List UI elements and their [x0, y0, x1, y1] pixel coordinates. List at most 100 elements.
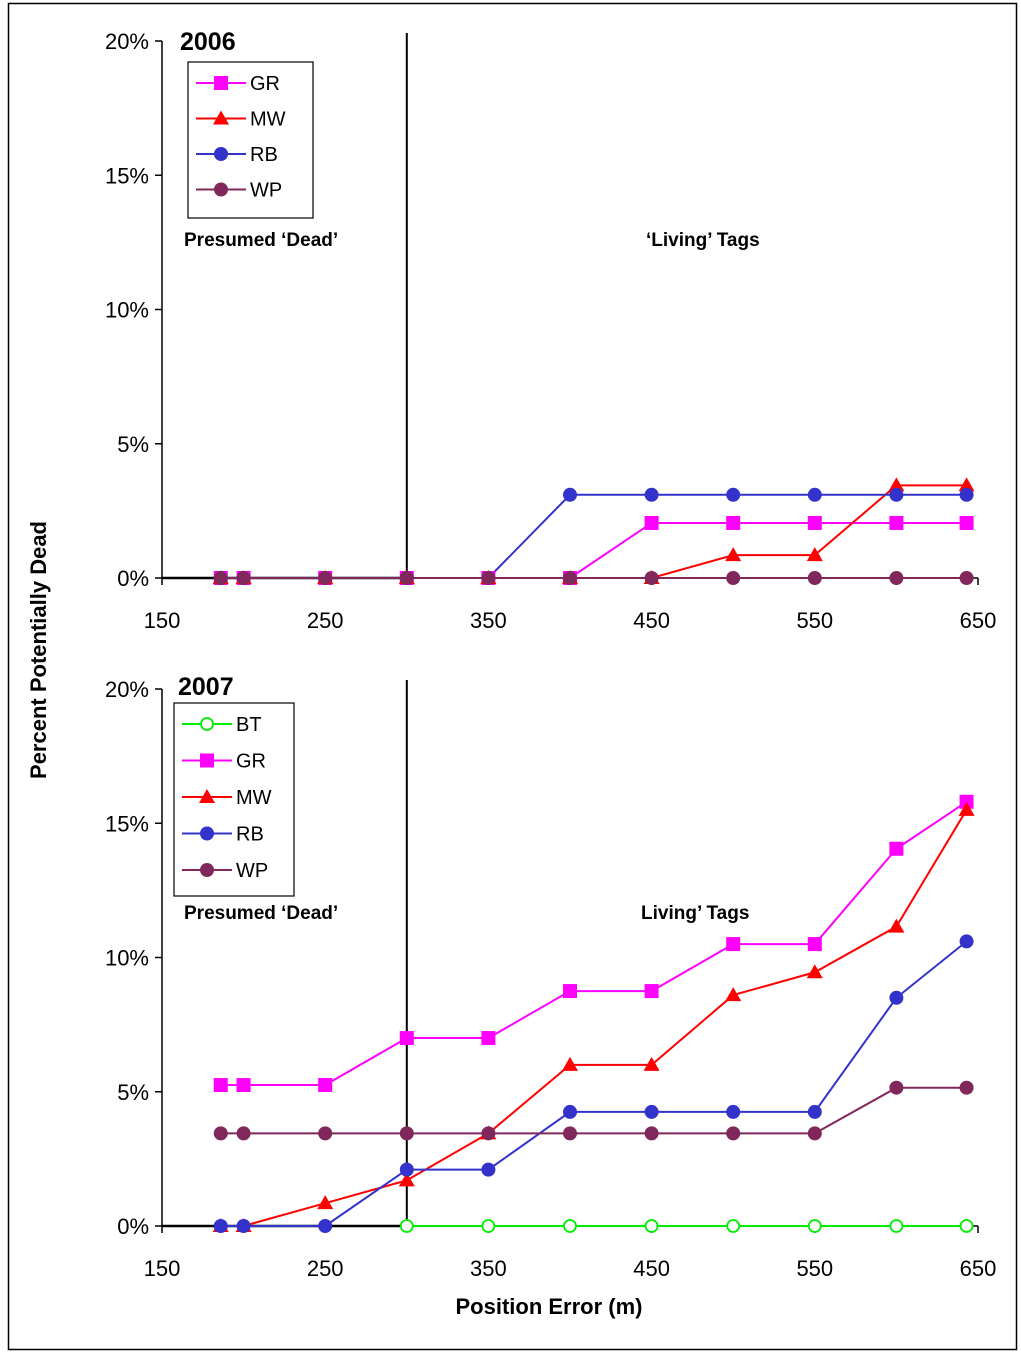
data-point-wp — [563, 1126, 577, 1141]
data-point-wp — [726, 1126, 741, 1141]
dead-region-label: Presumed ‘Dead’ — [184, 903, 338, 924]
data-point-gr — [213, 1078, 228, 1093]
x-tick-label: 350 — [470, 1256, 507, 1281]
data-point-mw — [725, 547, 742, 562]
data-point-rb — [889, 990, 904, 1005]
x-tick-label: 150 — [144, 608, 181, 633]
data-point-wp — [399, 571, 414, 585]
data-point-mw — [725, 987, 742, 1002]
legend-label-wp: WP — [250, 180, 282, 202]
legend-label-gr: GR — [250, 73, 280, 95]
legend-marker-gr — [200, 753, 214, 768]
data-point-wp — [807, 1126, 822, 1141]
data-point-rb — [959, 934, 974, 949]
chart-panel-2007: 0% 5% 10% 15% 20% 150 250 350 450 550 650 2007 Presu… — [105, 673, 996, 1281]
figure-border — [7, 2, 1018, 1351]
data-point-rb — [563, 1104, 577, 1119]
data-point-gr — [889, 841, 904, 856]
data-point-gr — [399, 1031, 414, 1046]
data-point-mw — [398, 1172, 415, 1187]
legend-marker-mw — [199, 789, 215, 803]
legend-marker-mw — [213, 110, 229, 125]
legend-label-rb: RB — [250, 144, 278, 166]
y-tick-label: 10% — [105, 946, 149, 971]
data-point-gr — [726, 515, 741, 530]
data-point-wp — [318, 1126, 333, 1141]
data-point-gr — [889, 515, 904, 530]
data-point-mw — [888, 918, 905, 933]
x-tick-label: 550 — [796, 608, 833, 633]
y-tick-label: 15% — [105, 811, 149, 836]
series-line-mw — [220, 809, 968, 1227]
legend-marker-wp — [200, 863, 214, 877]
dead-region-label: Presumed ‘Dead’ — [184, 230, 338, 251]
series-line-rb — [220, 940, 968, 1227]
legend-box — [187, 61, 314, 219]
data-point-gr — [807, 937, 822, 952]
panel-title: 2006 — [180, 28, 236, 56]
data-point-wp — [481, 1126, 496, 1141]
y-tick-label: 20% — [105, 677, 149, 702]
legend-marker-rb — [200, 826, 214, 841]
data-point-wp — [318, 571, 333, 585]
data-point-wp — [236, 1126, 251, 1141]
data-point-mw — [958, 477, 975, 492]
legend-marker-bt — [200, 717, 214, 731]
data-point-bt — [889, 1219, 904, 1233]
series-line-mw — [220, 484, 967, 579]
data-point-wp — [644, 1126, 659, 1141]
y-axis-title: Percent Potentially Dead — [26, 521, 51, 779]
data-point-wp — [959, 571, 974, 585]
legend-marker-wp — [214, 182, 228, 197]
data-point-rb — [807, 1104, 822, 1119]
data-point-mw — [806, 964, 823, 979]
data-point-rb — [959, 487, 974, 502]
series-line-wp — [220, 1086, 967, 1135]
x-tick-label: 150 — [144, 1256, 181, 1281]
data-point-bt — [726, 1219, 741, 1233]
y-tick-label: 10% — [105, 298, 149, 323]
x-axis-title: Position Error (m) — [455, 1294, 642, 1319]
living-region-label: Living’ Tags — [641, 903, 749, 924]
data-point-gr — [644, 984, 659, 999]
data-point-mw — [562, 1056, 578, 1071]
data-point-rb — [213, 1219, 228, 1233]
x-tick-label: 250 — [307, 608, 344, 633]
data-point-bt — [481, 1219, 496, 1233]
chart-panel-2006: 0% 5% 10% 15% 20% 150 250 350 450 550 650 2006 Presu… — [105, 28, 996, 633]
data-point-wp — [644, 571, 659, 585]
data-point-wp — [399, 1126, 414, 1141]
data-point-rb — [236, 1219, 251, 1233]
data-point-gr — [563, 984, 577, 999]
series-line-gr — [220, 800, 968, 1087]
legend-label-mw: MW — [236, 787, 272, 809]
y-tick-label: 5% — [117, 1080, 149, 1105]
panel-title: 2007 — [178, 673, 234, 701]
data-point-gr — [726, 937, 741, 952]
data-point-bt — [959, 1219, 974, 1233]
data-point-wp — [726, 571, 741, 585]
series-line-rb — [220, 493, 967, 579]
x-tick-label: 450 — [633, 1256, 670, 1281]
data-point-gr — [318, 1078, 333, 1093]
data-point-mw — [958, 801, 975, 816]
legend-label-mw: MW — [250, 109, 286, 131]
y-tick-label: 15% — [105, 163, 149, 188]
data-point-rb — [807, 487, 822, 502]
data-point-rb — [563, 487, 577, 502]
legend-label-bt: BT — [236, 714, 262, 736]
data-point-rb — [399, 1162, 414, 1177]
legend-marker-gr — [214, 76, 228, 90]
data-point-bt — [807, 1219, 822, 1233]
data-point-rb — [726, 487, 741, 502]
legend-label-rb: RB — [236, 824, 264, 846]
x-tick-label: 550 — [796, 1256, 833, 1281]
data-point-gr — [481, 1031, 496, 1046]
series-line-gr — [220, 521, 967, 579]
data-point-wp — [213, 1126, 228, 1141]
data-point-gr — [644, 515, 659, 530]
x-tick-label: 650 — [960, 608, 997, 633]
data-point-wp — [959, 1080, 974, 1095]
x-tick-label: 250 — [307, 1256, 344, 1281]
